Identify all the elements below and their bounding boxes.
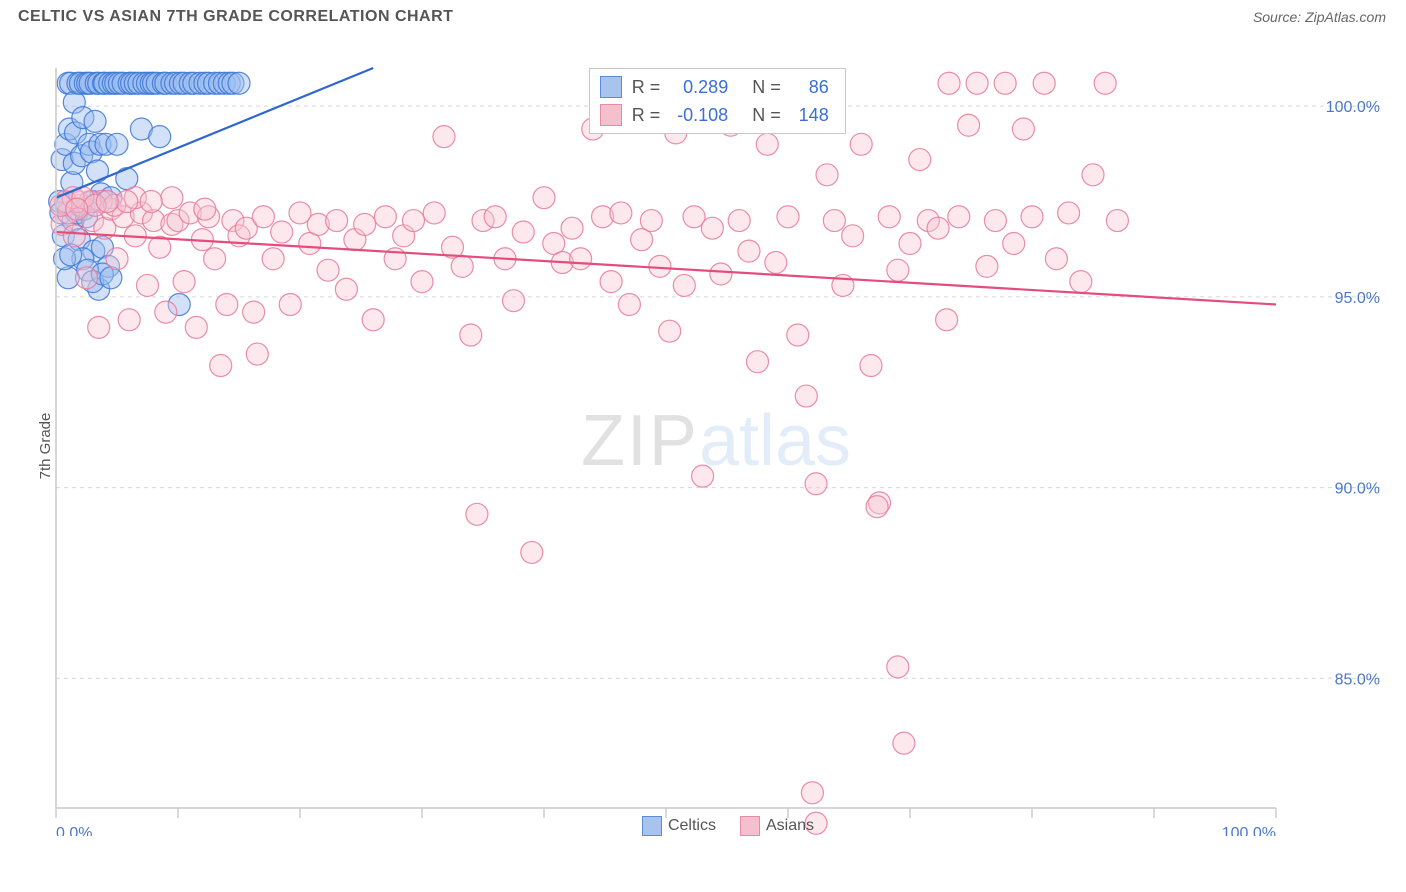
legend-label: Asians <box>766 817 814 834</box>
legend-swatch <box>740 816 760 836</box>
scatter-chart: 100.0%95.0%90.0%85.0%0.0%100.0% <box>46 46 1386 836</box>
correlation-legend: R = 0.289 N = 86 R = -0.108 N = 148 <box>589 68 846 134</box>
legend-swatch <box>600 76 622 98</box>
legend-swatch <box>600 104 622 126</box>
legend-row: R = 0.289 N = 86 <box>600 73 829 101</box>
n-value: 86 <box>791 73 829 101</box>
source-label: Source: ZipAtlas.com <box>1253 9 1386 25</box>
n-value: 148 <box>791 101 829 129</box>
r-label: R = <box>632 101 661 129</box>
svg-text:100.0%: 100.0% <box>1326 99 1380 116</box>
n-label: N = <box>752 101 781 129</box>
chart-container: 100.0%95.0%90.0%85.0%0.0%100.0% ZIPatlas… <box>46 46 1386 836</box>
header: CELTIC VS ASIAN 7TH GRADE CORRELATION CH… <box>0 0 1406 32</box>
svg-text:95.0%: 95.0% <box>1335 290 1380 307</box>
r-value: 0.289 <box>670 73 728 101</box>
legend-row: R = -0.108 N = 148 <box>600 101 829 129</box>
svg-text:90.0%: 90.0% <box>1335 481 1380 498</box>
r-value: -0.108 <box>670 101 728 129</box>
n-label: N = <box>752 73 781 101</box>
chart-title: CELTIC VS ASIAN 7TH GRADE CORRELATION CH… <box>18 8 453 26</box>
svg-text:85.0%: 85.0% <box>1335 671 1380 688</box>
series-legend: Celtics Asians <box>46 816 1386 836</box>
legend-label: Celtics <box>668 817 716 834</box>
legend-swatch <box>642 816 662 836</box>
r-label: R = <box>632 73 661 101</box>
